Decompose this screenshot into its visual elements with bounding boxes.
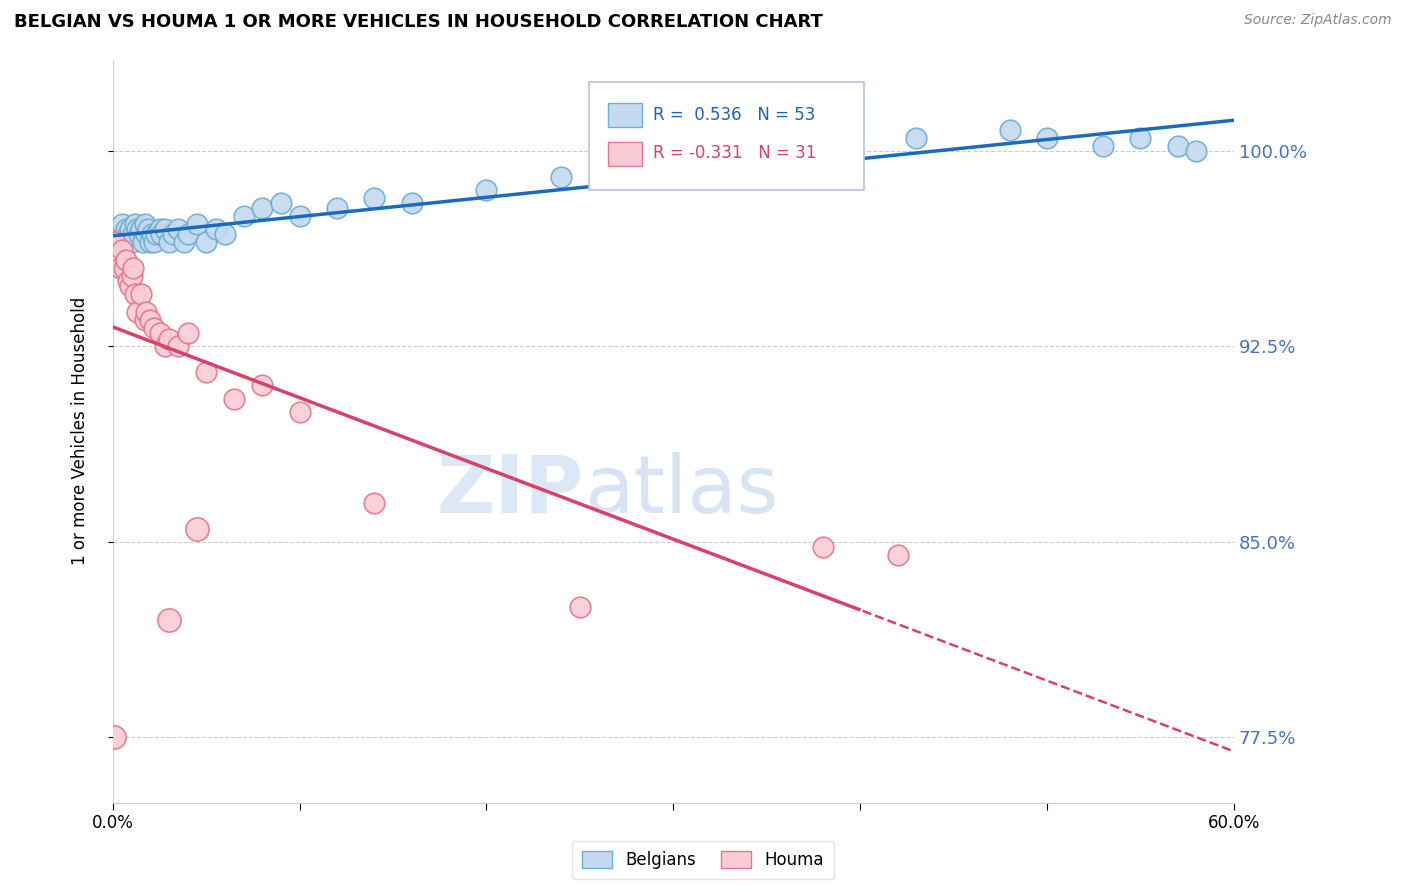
Point [128, 227, 150, 242]
Point [475, 183, 498, 197]
Point [139, 235, 162, 249]
Point [162, 227, 184, 242]
Text: ZIP: ZIP [436, 451, 583, 530]
Point [252, 378, 274, 392]
Point [118, 222, 141, 236]
Point [104, 235, 127, 249]
Point [111, 217, 134, 231]
Point [252, 201, 274, 215]
Point [1167, 138, 1189, 153]
Point [1129, 130, 1152, 145]
Point [141, 227, 163, 242]
Bar [609, 142, 643, 166]
Point [288, 404, 311, 418]
Point [139, 313, 162, 327]
Point [127, 222, 149, 236]
Point [103, 731, 125, 745]
Point [104, 243, 127, 257]
Point [138, 222, 160, 236]
Point [148, 326, 170, 341]
Text: BELGIAN VS HOUMA 1 OR MORE VEHICLES IN HOUSEHOLD CORRELATION CHART: BELGIAN VS HOUMA 1 OR MORE VEHICLES IN H… [14, 13, 823, 31]
Point [176, 227, 198, 242]
Point [124, 217, 146, 231]
Point [167, 222, 190, 236]
Point [124, 287, 146, 301]
Point [195, 235, 218, 249]
Point [195, 366, 218, 380]
Point [718, 149, 741, 163]
Legend: Belgians, Houma: Belgians, Houma [572, 841, 834, 880]
Bar [609, 103, 643, 128]
Point [134, 313, 156, 327]
Point [176, 326, 198, 341]
Point [157, 613, 180, 627]
Text: atlas: atlas [583, 451, 778, 530]
Point [145, 227, 167, 242]
Point [157, 235, 180, 249]
Point [811, 540, 834, 554]
Point [624, 157, 647, 171]
Point [142, 235, 165, 249]
Point [270, 196, 292, 211]
Point [105, 248, 128, 262]
Point [135, 305, 157, 319]
Point [107, 253, 129, 268]
Point [142, 321, 165, 335]
Y-axis label: 1 or more Vehicles in Household: 1 or more Vehicles in Household [72, 297, 89, 566]
Point [1091, 138, 1114, 153]
Point [363, 496, 385, 510]
Point [288, 209, 311, 223]
Point [115, 253, 138, 268]
Point [129, 287, 152, 301]
Point [153, 222, 176, 236]
Point [112, 261, 135, 276]
Text: R =  0.536   N = 53: R = 0.536 N = 53 [654, 105, 815, 124]
Point [232, 209, 254, 223]
Point [110, 261, 132, 276]
Point [363, 191, 385, 205]
Point [224, 392, 246, 406]
Point [122, 261, 145, 276]
Point [118, 279, 141, 293]
Point [550, 169, 572, 184]
Point [121, 235, 143, 249]
Point [568, 600, 591, 615]
Point [886, 548, 908, 562]
Point [186, 217, 208, 231]
Point [157, 332, 180, 346]
Point [127, 305, 149, 319]
Point [905, 130, 928, 145]
Point [110, 227, 132, 242]
Point [122, 227, 145, 242]
Point [117, 227, 139, 242]
Point [134, 217, 156, 231]
Point [112, 235, 135, 249]
Point [107, 235, 129, 249]
Point [132, 235, 155, 249]
Point [1185, 144, 1208, 158]
Text: R = -0.331   N = 31: R = -0.331 N = 31 [654, 145, 817, 162]
Point [214, 227, 236, 242]
Point [111, 243, 134, 257]
Point [811, 138, 834, 153]
Point [998, 123, 1021, 137]
Point [326, 201, 349, 215]
Point [135, 227, 157, 242]
Point [150, 227, 173, 242]
Point [153, 339, 176, 353]
Point [173, 235, 195, 249]
FancyBboxPatch shape [589, 82, 863, 190]
Point [1036, 130, 1059, 145]
Point [148, 222, 170, 236]
Point [401, 196, 423, 211]
Point [121, 268, 143, 283]
Point [186, 522, 208, 536]
Point [129, 222, 152, 236]
Text: Source: ZipAtlas.com: Source: ZipAtlas.com [1244, 13, 1392, 28]
Point [117, 274, 139, 288]
Point [204, 222, 226, 236]
Point [167, 339, 190, 353]
Point [115, 222, 138, 236]
